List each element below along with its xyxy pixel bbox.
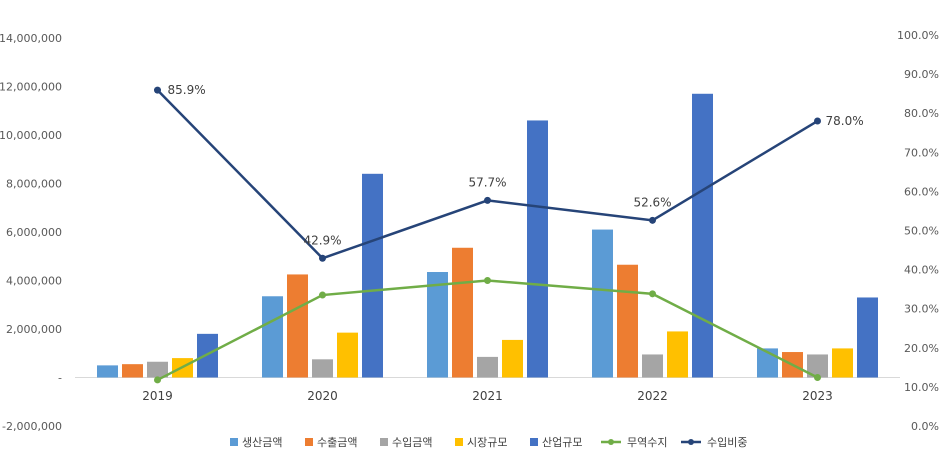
legend-label: 시장규모 (467, 436, 507, 449)
bar-4-2023 (832, 348, 853, 378)
bar-3-2019 (147, 361, 168, 378)
bar-5-2020 (362, 173, 383, 378)
data-label: 57.7% (468, 175, 506, 189)
y-left-tick-label: 6,000,000 (6, 226, 62, 239)
y-right-tick-label: 0.0% (911, 420, 939, 433)
data-label: 42.9% (303, 233, 341, 247)
y-right-tick-label: 20.0% (904, 342, 939, 355)
x-category-label: 2019 (142, 389, 173, 403)
line-point-2-2023 (814, 117, 821, 125)
y-left-tick-label: 2,000,000 (6, 323, 62, 336)
data-label: 78.0% (826, 114, 864, 128)
bar-3-2022 (642, 354, 663, 378)
y-left-tick-label: 14,000,000 (0, 32, 62, 45)
line-point-1-2022 (649, 290, 656, 298)
y-left-tick-label: 4,000,000 (6, 275, 62, 288)
bar-5-2023 (857, 297, 878, 378)
line-point-2-2019 (154, 86, 161, 94)
legend-swatch (455, 438, 463, 446)
legend-label: 수입비중 (707, 436, 747, 449)
y-left-tick-label: 10,000,000 (0, 129, 62, 142)
y-left-tick-label: - (58, 372, 62, 385)
line-point-1-2020 (319, 291, 326, 299)
x-category-label: 2022 (637, 389, 668, 403)
legend-swatch (380, 438, 388, 446)
bar-5-2022 (692, 93, 713, 378)
x-category-label: 2021 (472, 389, 503, 403)
bar-2-2020 (287, 274, 308, 378)
legend-label: 무역수지 (627, 436, 667, 449)
legend-label: 생산금액 (242, 436, 282, 449)
line-point-1-2021 (484, 277, 491, 284)
bar-1-2022 (592, 229, 613, 378)
legend-line-marker (608, 439, 614, 445)
line-point-2-2022 (649, 216, 656, 224)
legend-swatch (530, 438, 538, 446)
bar-1-2020 (262, 296, 283, 378)
y-right-tick-label: 60.0% (904, 185, 939, 198)
y-right-tick-label: 50.0% (904, 225, 939, 238)
x-category-label: 2023 (802, 389, 833, 403)
y-left-tick-label: -2,000,000 (2, 420, 62, 433)
bar-2-2021 (452, 247, 473, 378)
line-point-2-2020 (319, 254, 326, 262)
y-right-tick-label: 30.0% (904, 303, 939, 316)
legend-label: 산업규모 (542, 436, 582, 449)
line-series-2 (156, 89, 819, 260)
bar-1-2019 (97, 365, 118, 378)
bar-3-2021 (477, 356, 498, 378)
bar-2-2022 (617, 264, 638, 378)
bar-3-2023 (807, 354, 828, 378)
line-point-2-2021 (484, 196, 491, 204)
y-right-tick-label: 10.0% (904, 381, 939, 394)
legend-swatch (305, 438, 313, 446)
bar-1-2021 (427, 272, 448, 378)
line-point-1-2023 (814, 374, 821, 381)
bar-4-2022 (667, 331, 688, 378)
bar-3-2020 (312, 359, 333, 378)
bar-4-2021 (502, 339, 523, 378)
legend-label: 수출금액 (317, 436, 357, 449)
y-right-tick-label: 40.0% (904, 264, 939, 277)
line-point-1-2019 (154, 376, 161, 384)
y-right-tick-label: 70.0% (904, 146, 939, 159)
data-label: 85.9% (168, 83, 206, 97)
bar-2-2019 (122, 364, 143, 378)
legend-line-marker (688, 439, 694, 445)
bar-4-2020 (337, 332, 358, 378)
data-label: 52.6% (633, 195, 671, 209)
legend-swatch (230, 438, 238, 446)
bar-5-2021 (527, 120, 548, 378)
y-left-tick-label: 8,000,000 (6, 178, 62, 191)
legend-label: 수입금액 (392, 436, 432, 449)
x-category-label: 2020 (307, 389, 338, 403)
y-left-tick-label: 12,000,000 (0, 81, 62, 94)
y-right-tick-label: 90.0% (904, 68, 939, 81)
bar-5-2019 (197, 333, 218, 378)
y-right-tick-label: 80.0% (904, 107, 939, 120)
y-right-tick-label: 100.0% (897, 29, 939, 42)
